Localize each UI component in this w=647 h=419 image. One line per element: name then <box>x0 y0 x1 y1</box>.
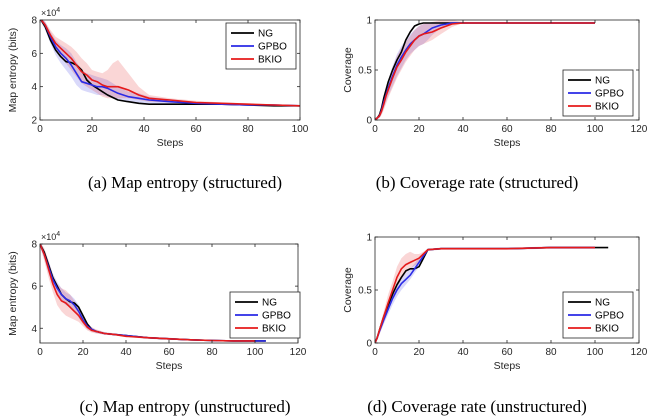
y-tick-label: 0 <box>366 116 372 127</box>
x-tick-label: 100 <box>292 124 309 135</box>
chart-panel-3: 0 20 40 60 80 100 120 4 6 8 Steps Map entropy (bits… <box>7 231 307 416</box>
plot-data <box>375 246 609 343</box>
y-tick-label: 0.5 <box>358 286 372 297</box>
plot-data <box>375 20 595 120</box>
x-tick-label: 40 <box>457 124 469 135</box>
chart-caption: (c) Map entropy (unstructured) <box>79 397 290 416</box>
x-tick-label: 60 <box>501 347 513 358</box>
x-tick-label: 0 <box>372 347 378 358</box>
x-tick-label: 40 <box>457 347 469 358</box>
y-tick-label: 8 <box>31 240 37 251</box>
x-tick-label: 20 <box>86 124 98 135</box>
chart-panel-4: 0 20 40 60 80 100 120 0 0.5 1 Steps Coverage NG GPBO B… <box>342 233 647 417</box>
x-axis-label: Steps <box>157 137 184 149</box>
y-axis-label: Coverage <box>342 267 354 313</box>
x-axis-label: Steps <box>494 137 521 149</box>
series-line-bkio <box>375 246 595 343</box>
x-axis-label: Steps <box>494 360 521 372</box>
y-tick-label: 0 <box>366 339 372 350</box>
chart-caption: (a) Map entropy (structured) <box>88 173 282 192</box>
y-tick-label: 2 <box>31 116 37 127</box>
legend: NG GPBO BKIO <box>225 22 297 70</box>
x-tick-label: 20 <box>77 347 89 358</box>
legend-label-gpbo: GPBO <box>595 89 624 100</box>
legend-label-ng: NG <box>595 298 610 309</box>
series-line-bkio <box>40 244 255 342</box>
series-line-bkio <box>40 20 300 107</box>
y-axis-multiplier: ×104 <box>41 231 60 242</box>
x-tick-label: 120 <box>631 124 647 135</box>
y-axis-label: Coverage <box>342 47 354 93</box>
x-tick-label: 100 <box>247 347 264 358</box>
y-tick-label: 1 <box>366 233 372 244</box>
x-tick-label: 20 <box>413 124 425 135</box>
y-axis-label: Map entropy (bits) <box>7 251 19 336</box>
x-tick-label: 20 <box>413 347 425 358</box>
x-tick-label: 60 <box>163 347 175 358</box>
chart-caption: (b) Coverage rate (structured) <box>376 173 578 192</box>
series-line-ng <box>40 20 300 107</box>
x-tick-label: 60 <box>501 124 513 135</box>
legend-label-bkio: BKIO <box>595 324 619 335</box>
x-tick-label: 80 <box>242 124 254 135</box>
x-tick-label: 100 <box>587 124 604 135</box>
y-tick-label: 6 <box>31 49 37 60</box>
legend-label-bkio: BKIO <box>262 324 286 335</box>
x-tick-label: 0 <box>37 124 43 135</box>
x-tick-label: 80 <box>545 124 557 135</box>
legend: NG GPBO BKIO <box>562 291 634 339</box>
chart-panel-2: 0 20 40 60 80 100 120 0 0.5 1 Steps Coverage NG GPBO B… <box>342 16 647 193</box>
plot-data <box>40 244 266 342</box>
x-tick-label: 80 <box>545 347 557 358</box>
legend-label-bkio: BKIO <box>595 102 619 113</box>
legend: NG GPBO BKIO <box>562 69 634 117</box>
chart-caption: (d) Coverage rate (unstructured) <box>367 397 586 416</box>
y-tick-label: 8 <box>31 16 37 27</box>
y-tick-label: 4 <box>31 82 37 93</box>
axes-box <box>39 19 301 121</box>
x-tick-label: 40 <box>120 347 132 358</box>
legend-label-gpbo: GPBO <box>258 42 287 53</box>
y-tick-label: 4 <box>31 324 37 335</box>
x-tick-label: 100 <box>587 347 604 358</box>
legend-label-bkio: BKIO <box>258 55 282 66</box>
y-tick-label: 1 <box>366 16 372 27</box>
x-tick-label: 60 <box>190 124 202 135</box>
x-tick-label: 0 <box>37 347 43 358</box>
chart-panel-1: 0 20 40 60 80 100 2 4 6 8 Steps Map entropy (bits) ×… <box>7 7 309 192</box>
plot-data <box>40 20 300 107</box>
y-axis-label: Map entropy (bits) <box>7 28 19 113</box>
legend-label-gpbo: GPBO <box>262 311 291 322</box>
legend-label-ng: NG <box>258 29 273 40</box>
y-axis-multiplier: ×104 <box>41 7 60 18</box>
x-axis-label: Steps <box>156 360 183 372</box>
y-tick-label: 0.5 <box>358 66 372 77</box>
y-tick-label: 6 <box>31 282 37 293</box>
x-tick-label: 0 <box>372 124 378 135</box>
x-tick-label: 120 <box>290 347 307 358</box>
legend-label-gpbo: GPBO <box>595 311 624 322</box>
x-tick-label: 120 <box>631 347 647 358</box>
x-tick-label: 40 <box>138 124 150 135</box>
legend: NG GPBO BKIO <box>229 291 301 339</box>
series-line-bkio <box>375 22 595 120</box>
legend-label-ng: NG <box>262 298 277 309</box>
legend-label-ng: NG <box>595 76 610 87</box>
x-tick-label: 80 <box>206 347 218 358</box>
